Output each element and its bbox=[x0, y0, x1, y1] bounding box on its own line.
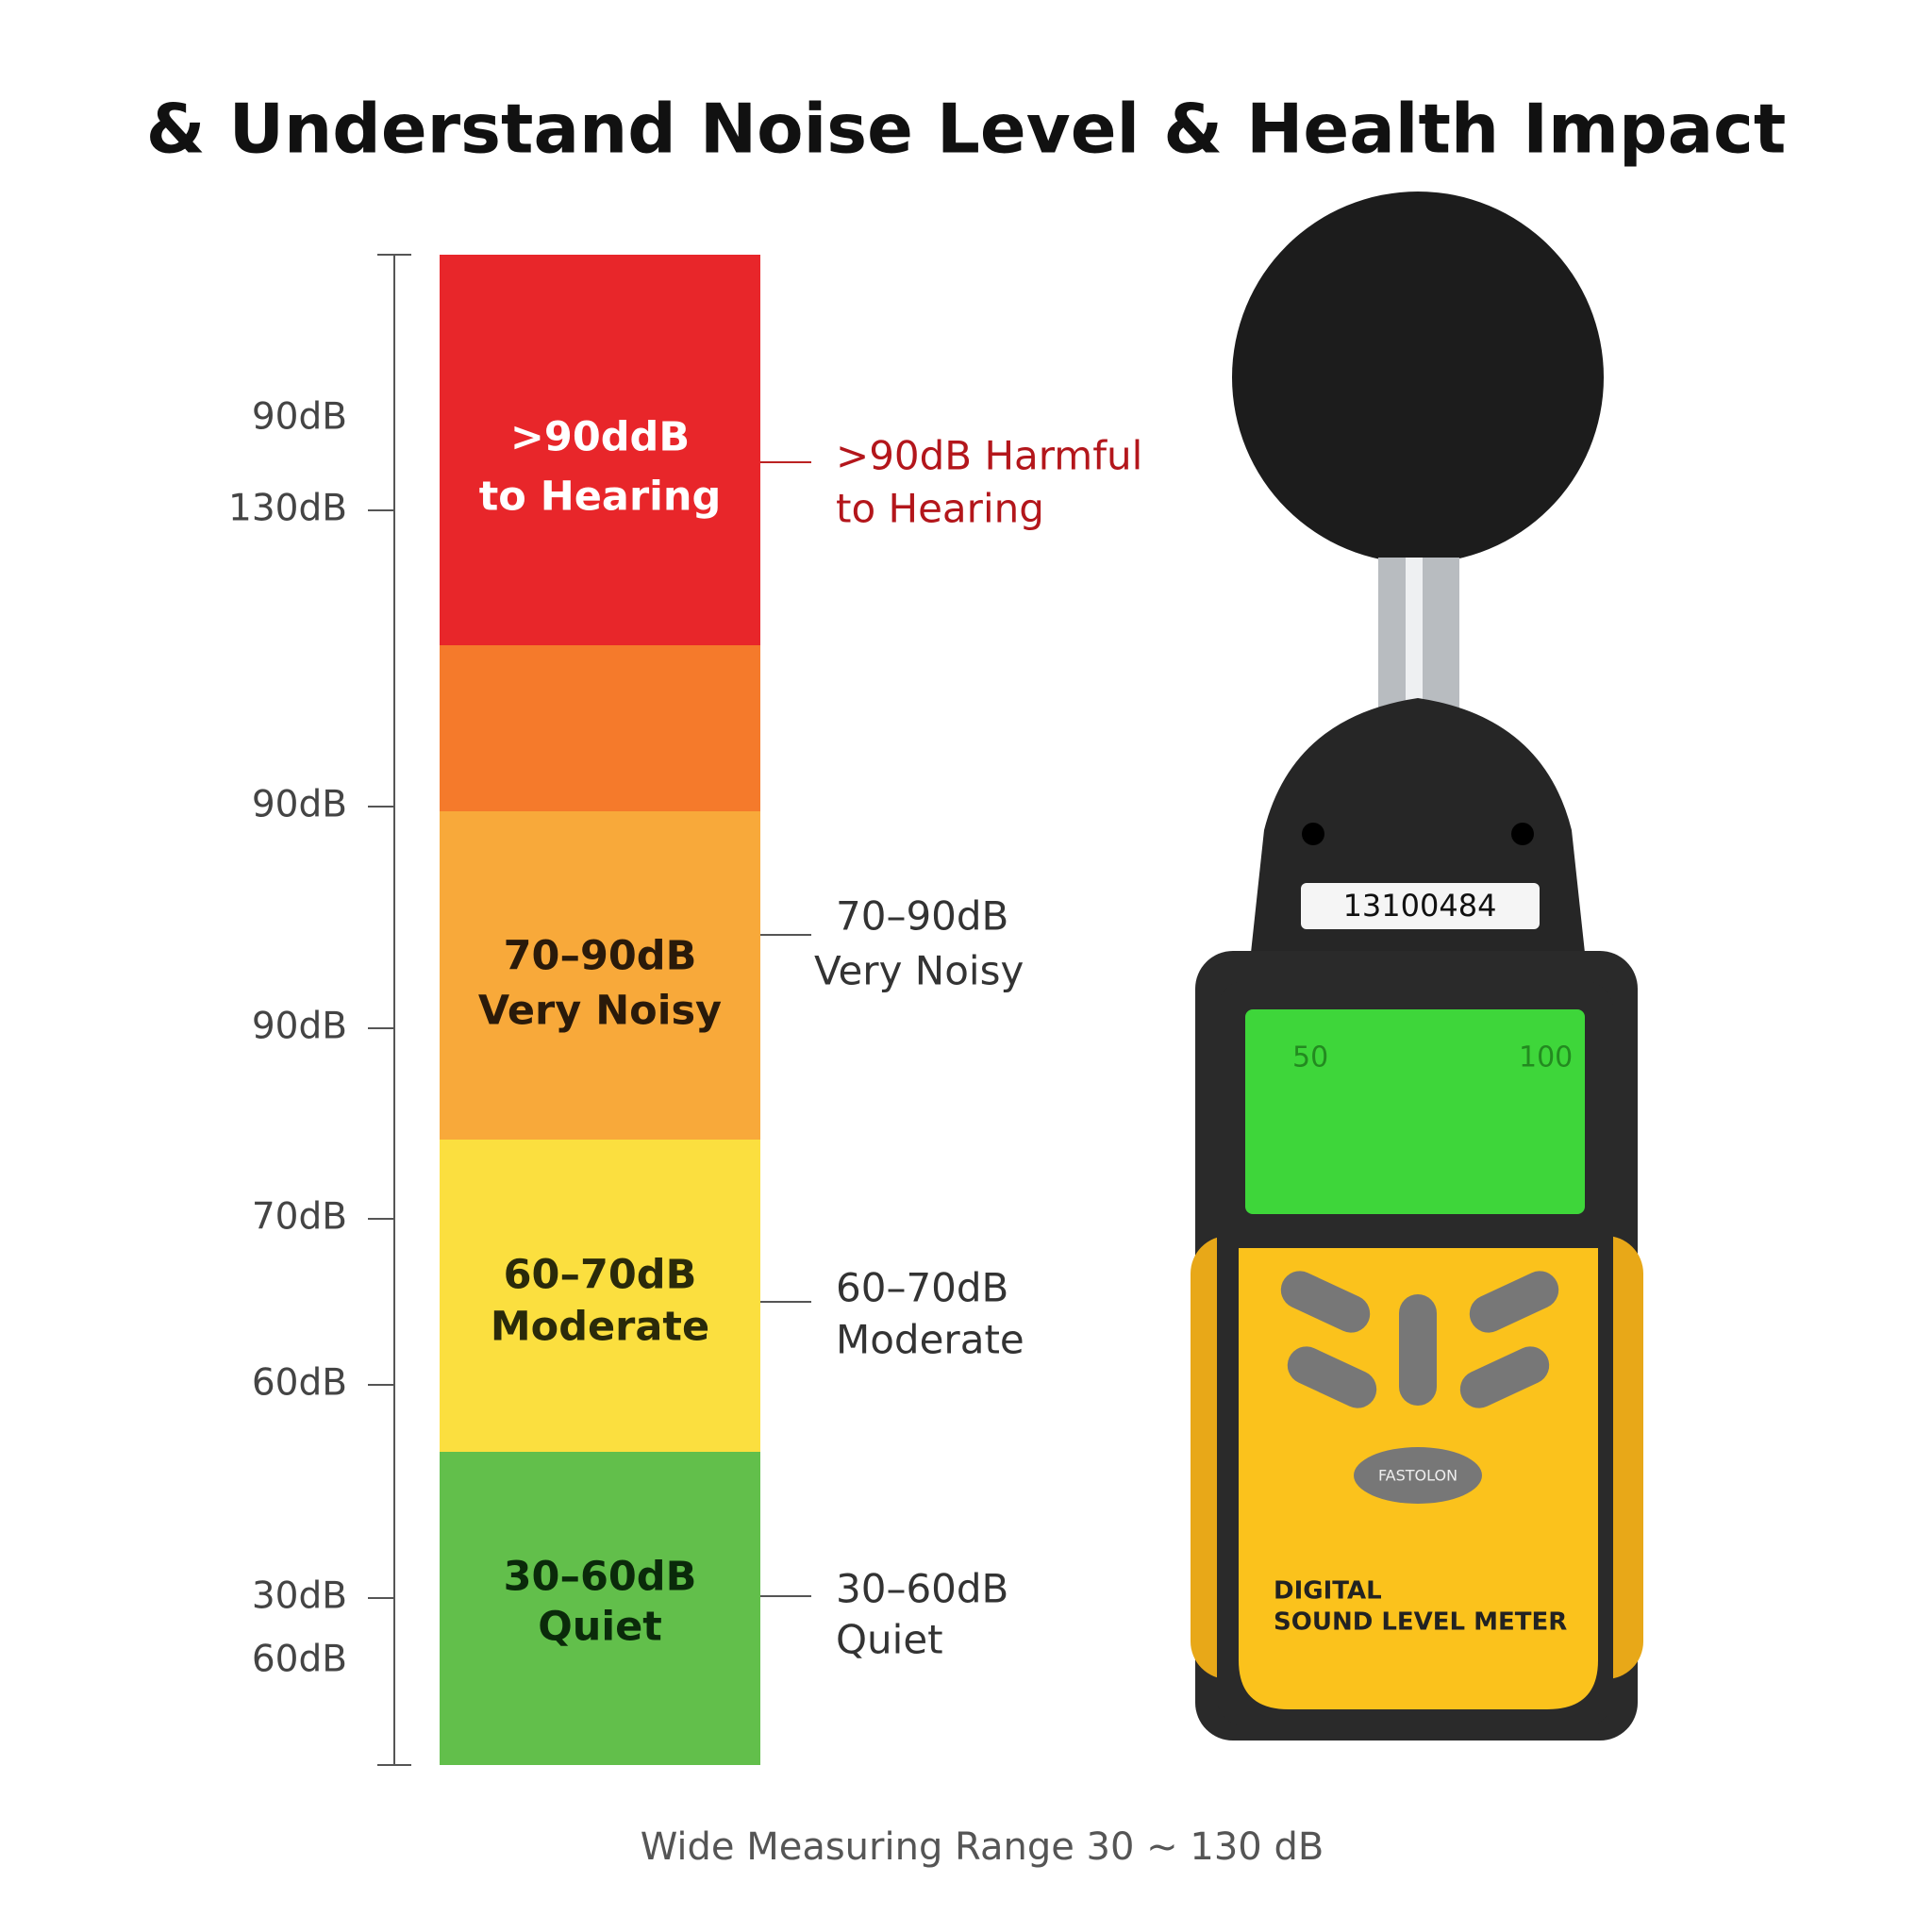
band-red bbox=[440, 255, 760, 645]
button-label: FASTOLON bbox=[1378, 1467, 1457, 1485]
band-label: Very Noisy bbox=[478, 988, 722, 1035]
callout-text: 60–70dB bbox=[836, 1265, 1008, 1311]
callout-text: >90dB Harmful bbox=[836, 433, 1142, 479]
scale-label: 60dB bbox=[252, 1362, 347, 1405]
button bbox=[1287, 1346, 1377, 1408]
callout-text: 70–90dB bbox=[836, 893, 1008, 940]
scale-label: 90dB bbox=[252, 396, 347, 439]
scale: 90dB 130dB 90dB 90dB 70dB 60dB 30dB 60dB bbox=[228, 396, 394, 1681]
serial-label bbox=[1301, 883, 1540, 929]
band-label: 30–60dB bbox=[504, 1554, 697, 1601]
scale-label: 90dB bbox=[252, 1006, 347, 1048]
band-labels: >90ddB to Hearing 70–90dB Very Noisy 60–70dB… bbox=[478, 414, 722, 1651]
arrow-button bbox=[1399, 1294, 1437, 1406]
callout-text: Very Noisy bbox=[814, 948, 1024, 994]
scale-label: 60dB bbox=[252, 1639, 347, 1681]
button bbox=[1459, 1346, 1550, 1408]
device-name: SOUND LEVEL METER bbox=[1274, 1608, 1567, 1637]
band-light-orange bbox=[440, 811, 760, 1140]
band-green bbox=[440, 1452, 760, 1765]
stem-highlight bbox=[1406, 558, 1423, 708]
band-label: Moderate bbox=[491, 1304, 709, 1351]
footer: Wide Measuring Range 30 ~ 130 dB bbox=[641, 1825, 1324, 1869]
lcd-digit: 50 bbox=[1292, 1041, 1328, 1074]
callout-text: 30–60dB bbox=[836, 1566, 1008, 1612]
scale-label: 90dB bbox=[252, 784, 347, 826]
lcd-digit: 100 bbox=[1519, 1041, 1573, 1074]
scale-label: 30dB bbox=[252, 1575, 347, 1618]
callout-text: Quiet bbox=[836, 1617, 943, 1663]
button bbox=[1354, 1447, 1482, 1504]
speaker-hole bbox=[1511, 823, 1534, 845]
device-name: DIGITAL bbox=[1274, 1577, 1382, 1606]
band-orange bbox=[440, 645, 760, 811]
microphone-foam bbox=[1232, 192, 1604, 563]
sound-level-meter: 13100484 50 100 FASTOLON DIGITAL SOUND L… bbox=[1191, 192, 1643, 1740]
title: & Understand Noise Level & Health Impact bbox=[146, 90, 1787, 169]
band-label: 70–90dB bbox=[504, 933, 697, 980]
scale-label: 130dB bbox=[228, 488, 347, 530]
lcd-screen bbox=[1245, 1009, 1585, 1214]
band-label: >90ddB bbox=[510, 414, 690, 461]
band-label: Quiet bbox=[538, 1604, 662, 1651]
band-label: 60–70dB bbox=[504, 1252, 697, 1299]
callouts: >90dB Harmful to Hearing 70–90dB Very Noisy… bbox=[760, 433, 1142, 1663]
serial: 13100484 bbox=[1343, 888, 1497, 924]
callout-text: to Hearing bbox=[836, 486, 1044, 532]
speaker-hole bbox=[1302, 823, 1324, 845]
button bbox=[1469, 1271, 1559, 1333]
scale-label: 70dB bbox=[252, 1196, 347, 1239]
band-yellow bbox=[440, 1140, 760, 1452]
band-label: to Hearing bbox=[479, 474, 722, 521]
button bbox=[1280, 1271, 1371, 1333]
callout-text: Moderate bbox=[836, 1317, 1024, 1363]
